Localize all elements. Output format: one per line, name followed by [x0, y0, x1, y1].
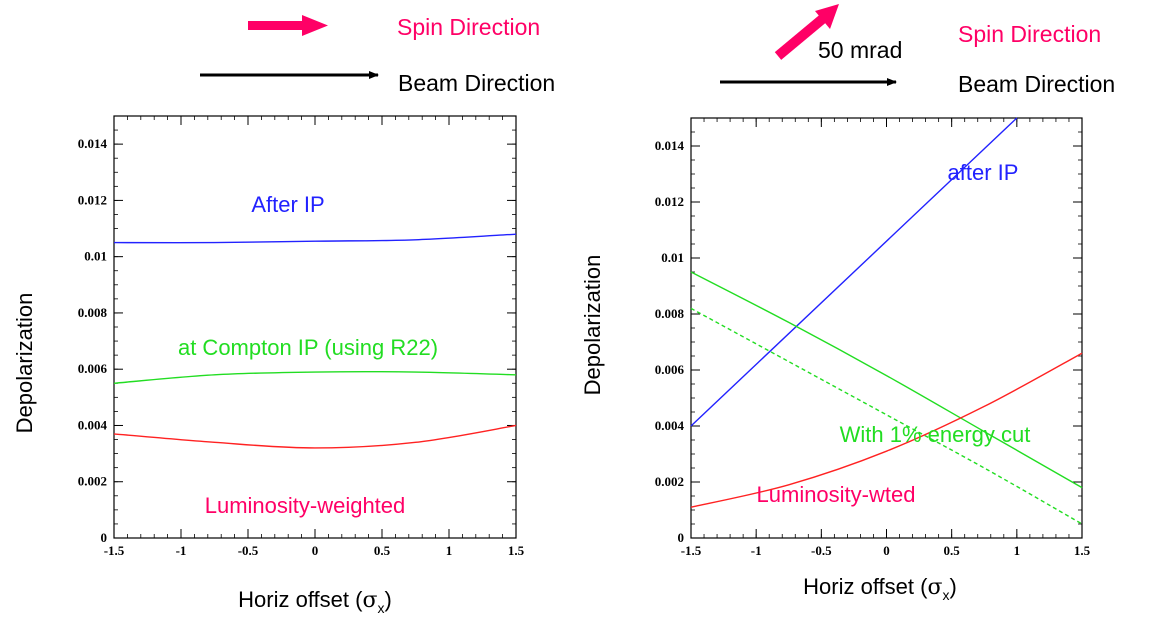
x-axis-label: Horiz offset (σx) — [803, 574, 957, 603]
y-tick-label: 0.006 — [655, 362, 685, 377]
x-tick-label: -1.5 — [681, 543, 702, 558]
y-tick-label: 0.012 — [78, 192, 107, 207]
y-tick-label: 0.01 — [84, 249, 107, 264]
y-axis-label: Depolarization — [580, 255, 605, 396]
series-line-luminosity-wted — [690, 352, 1083, 508]
series-label-luminosity: Luminosity-wted — [757, 482, 916, 507]
series-lines — [113, 233, 517, 449]
series-line-with-1-energy-cut — [690, 271, 1083, 489]
x-tick-label: -1 — [751, 543, 762, 558]
series-label-compton-ip: at Compton IP (using R22) — [178, 335, 438, 360]
x-tick-label: 0 — [883, 543, 890, 558]
x-tick-label: -0.5 — [811, 543, 832, 558]
series-line-after-ip — [113, 233, 517, 244]
tick-marks — [690, 117, 1083, 539]
x-tick-label: 1.5 — [508, 543, 525, 558]
y-tick-label: 0 — [678, 530, 685, 545]
x-axis-label: Horiz offset (σx) — [238, 587, 392, 616]
right-beam-label: Beam Direction — [958, 71, 1115, 97]
y-tick-label: 0 — [101, 530, 108, 545]
series-line-dashed — [690, 307, 1083, 525]
y-tick-label: 0.008 — [655, 306, 685, 321]
x-tick-label: 1.5 — [1074, 543, 1091, 558]
right-header: 50 mrad Spin Direction Beam Direction — [720, 4, 1115, 97]
angle-label: 50 mrad — [818, 37, 902, 63]
series-line-after-ip — [690, 117, 1018, 427]
spin-arrow-icon — [248, 15, 328, 36]
y-tick-label: 0.002 — [655, 474, 684, 489]
series-lines — [690, 117, 1083, 525]
y-tick-label: 0.014 — [655, 138, 685, 153]
x-tick-label: -0.5 — [238, 543, 259, 558]
left-chart: -1.5 -1 -0.5 0 0.5 1 1.5 0 0.002 0.004 0.006 0.008 0… — [12, 115, 525, 616]
series-line-at-compton-ip-using-r22 — [113, 370, 517, 384]
x-tick-label: -1.5 — [104, 543, 125, 558]
tick-labels: -1.5 -1 -0.5 0 0.5 1 1.5 0 0.002 0.004 0.006 0.008 0… — [78, 136, 525, 558]
x-tick-label: 0.5 — [374, 543, 391, 558]
y-tick-label: 0.01 — [661, 250, 684, 265]
x-tick-label: -1 — [176, 543, 187, 558]
plot-frame — [690, 117, 1083, 539]
y-tick-label: 0.004 — [655, 418, 685, 433]
left-spin-label: Spin Direction — [397, 14, 540, 40]
right-spin-label: Spin Direction — [958, 21, 1101, 47]
left-beam-label: Beam Direction — [398, 70, 555, 96]
x-tick-label: 0 — [312, 543, 319, 558]
y-tick-label: 0.012 — [655, 194, 684, 209]
tilted-spin-arrow-icon — [774, 4, 839, 60]
y-tick-label: 0.006 — [78, 361, 108, 376]
x-tick-label: 1 — [1014, 543, 1021, 558]
y-tick-label: 0.002 — [78, 474, 107, 489]
left-header: Spin Direction Beam Direction — [200, 14, 555, 96]
y-axis-label: Depolarization — [12, 293, 37, 434]
plot-frame — [113, 115, 517, 539]
y-tick-label: 0.014 — [78, 136, 108, 151]
series-label-energy-cut: With 1% energy cut — [840, 422, 1031, 447]
series-line-luminosity-weighted — [113, 424, 517, 449]
right-chart: -1.5 -1 -0.5 0 0.5 1 1.5 0 0.002 0.004 0.006 0.008 0… — [580, 117, 1091, 603]
y-tick-label: 0.004 — [78, 417, 108, 432]
x-tick-label: 1 — [446, 543, 453, 558]
series-label-luminosity: Luminosity-weighted — [205, 493, 406, 518]
tick-marks — [113, 115, 517, 539]
series-label-after-ip: after IP — [948, 160, 1019, 185]
tick-labels: -1.5 -1 -0.5 0 0.5 1 1.5 0 0.002 0.004 0.006 0.008 0… — [655, 138, 1091, 558]
x-tick-label: 0.5 — [944, 543, 961, 558]
series-label-after-ip: After IP — [251, 192, 324, 217]
y-tick-label: 0.008 — [78, 305, 108, 320]
